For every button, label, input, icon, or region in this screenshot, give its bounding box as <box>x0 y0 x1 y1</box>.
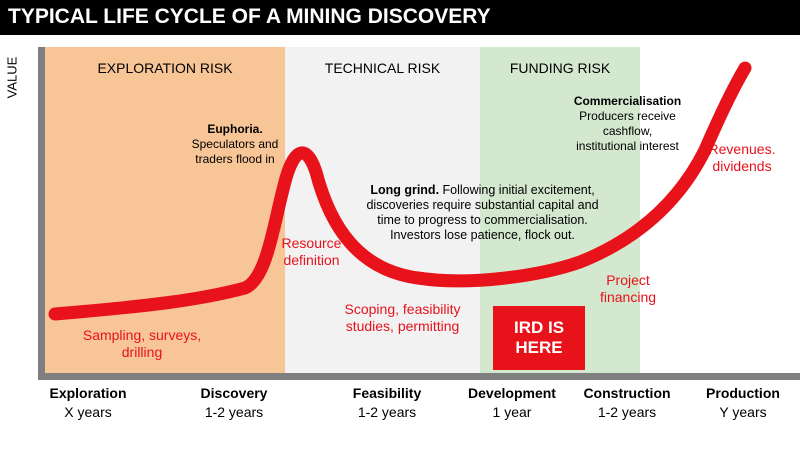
long-grind-line-3: time to progress to commercialisation. <box>377 213 588 227</box>
stage-name: Construction <box>583 385 671 401</box>
resource-line-1: Resource <box>281 235 342 251</box>
stage-duration: 1-2 years <box>204 404 264 420</box>
stage-duration: 1-2 years <box>357 404 417 420</box>
resource-line-2: definition <box>283 252 340 268</box>
revenues-line-1: Revenues. <box>708 141 776 157</box>
ird-line-1: IRD IS <box>513 318 565 337</box>
commercialisation-line-1: Producers receive <box>579 109 676 123</box>
commercialisation-line-3: institutional interest <box>576 139 679 153</box>
ird-line-2: HERE <box>515 338 563 357</box>
project-financing-label: Project financing <box>583 272 673 306</box>
stage-exploration: Exploration X years <box>28 384 148 422</box>
stage-name: Exploration <box>49 385 127 401</box>
scoping-line-1: Scoping, feasibility <box>344 301 461 317</box>
sampling-label: Sampling, surveys, drilling <box>62 327 222 361</box>
stage-discovery: Discovery 1-2 years <box>174 384 294 422</box>
life-cycle-curve <box>48 61 752 321</box>
long-grind-line-2: discoveries require substantial capital … <box>366 198 599 212</box>
stage-production: Production Y years <box>683 384 800 422</box>
long-grind-line-1: Following initial excitement, <box>439 183 595 197</box>
sampling-line-2: drilling <box>121 344 163 360</box>
stage-name: Discovery <box>200 385 268 401</box>
title-bar: TYPICAL LIFE CYCLE OF A MINING DISCOVERY <box>0 0 800 35</box>
stage-feasibility: Feasibility 1-2 years <box>327 384 447 422</box>
scoping-line-2: studies, permitting <box>345 318 460 334</box>
commercialisation-note: Commercialisation Producers receive cash… <box>560 94 695 154</box>
project-line-1: Project <box>606 272 650 288</box>
revenues-line-2: dividends <box>712 158 772 174</box>
project-line-2: financing <box>599 289 657 305</box>
x-axis <box>38 373 800 380</box>
page-title: TYPICAL LIFE CYCLE OF A MINING DISCOVERY <box>8 5 491 28</box>
stage-duration: Y years <box>719 404 767 420</box>
sampling-line-1: Sampling, surveys, <box>82 327 202 343</box>
y-axis <box>38 47 45 380</box>
stage-duration: 1-2 years <box>597 404 657 420</box>
euphoria-note: Euphoria. Speculators and traders flood … <box>180 122 290 167</box>
stage-duration: X years <box>64 404 112 420</box>
stage-development: Development 1 year <box>452 384 572 422</box>
exploration-risk-label: EXPLORATION RISK <box>97 60 233 76</box>
euphoria-line-1: Speculators and <box>191 137 279 151</box>
euphoria-heading: Euphoria. <box>207 122 263 136</box>
stage-name: Feasibility <box>352 385 422 401</box>
resource-definition-label: Resource definition <box>264 235 359 269</box>
exploration-risk-zone <box>45 47 285 377</box>
euphoria-line-2: traders flood in <box>195 152 275 166</box>
stage-name: Production <box>706 385 780 401</box>
technical-risk-label: TECHNICAL RISK <box>324 60 441 76</box>
scoping-label: Scoping, feasibility studies, permitting <box>325 301 480 335</box>
stage-name: Development <box>468 385 556 401</box>
commercialisation-line-2: cashflow, <box>602 124 653 138</box>
commercialisation-heading: Commercialisation <box>573 94 682 108</box>
funding-risk-label: FUNDING RISK <box>509 60 611 76</box>
stage-construction: Construction 1-2 years <box>567 384 687 422</box>
revenues-label: Revenues. dividends <box>697 141 787 175</box>
stage-duration: 1 year <box>492 404 532 420</box>
technical-risk-zone <box>285 47 480 377</box>
long-grind-line-4: Investors lose patience, flock out. <box>390 228 575 242</box>
long-grind-heading: Long grind. <box>370 183 440 197</box>
long-grind-note: Long grind. Following initial excitement… <box>340 183 625 243</box>
ird-is-here-badge: IRD IS HERE <box>493 306 585 370</box>
